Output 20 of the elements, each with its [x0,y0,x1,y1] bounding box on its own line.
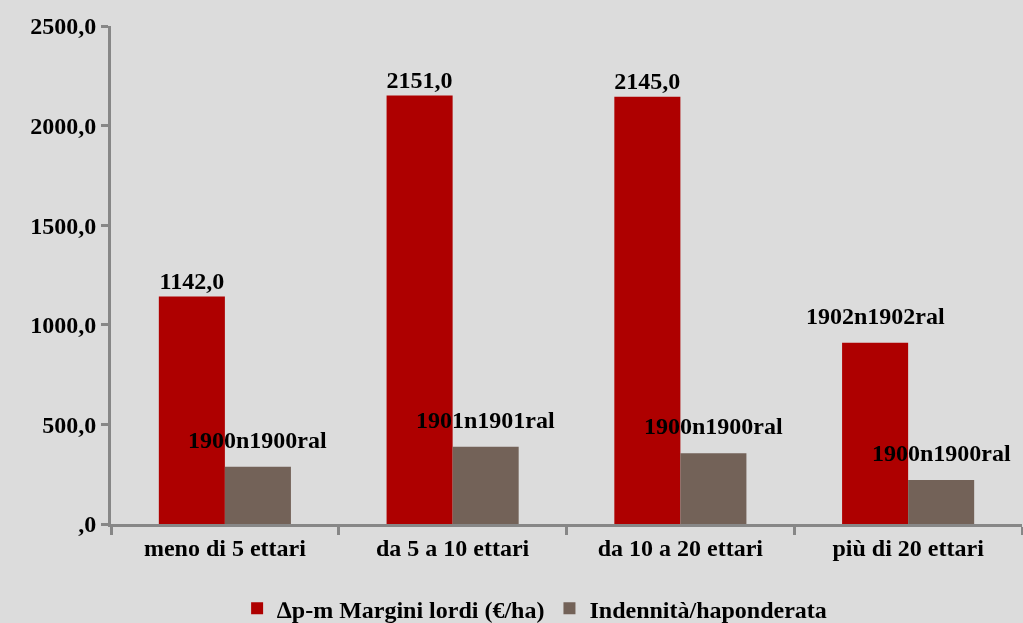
y-tick-label: 2000,0 [30,113,97,139]
y-tick-label: 500,0 [42,411,97,438]
legend-label: ∆p-m Margini lordi (€/ha) [277,596,545,623]
bar [908,479,975,524]
x-tick-label: meno di 5 ettari [143,534,307,561]
y-tick-label: ,0 [78,511,97,538]
bar [680,453,747,524]
data-label: 1142,0 [159,267,225,294]
y-tick-label: 1500,0 [30,212,97,239]
x-tick-label: da 5 a 10 ettari [375,534,530,561]
annotation: 1902n1902ral [806,303,945,329]
bar [452,446,519,524]
legend-label: Indennità/haponderata [589,596,827,623]
data-label: 2145,0 [614,67,681,94]
data-label: 2151,0 [386,66,453,93]
y-tick-label: 1000,0 [30,312,97,339]
bar [224,466,291,524]
x-tick-label: da 10 a 20 ettari [597,534,764,561]
y-tick-label: 2500,0 [30,13,97,40]
x-tick-label: più di 20 ettari [832,534,985,561]
